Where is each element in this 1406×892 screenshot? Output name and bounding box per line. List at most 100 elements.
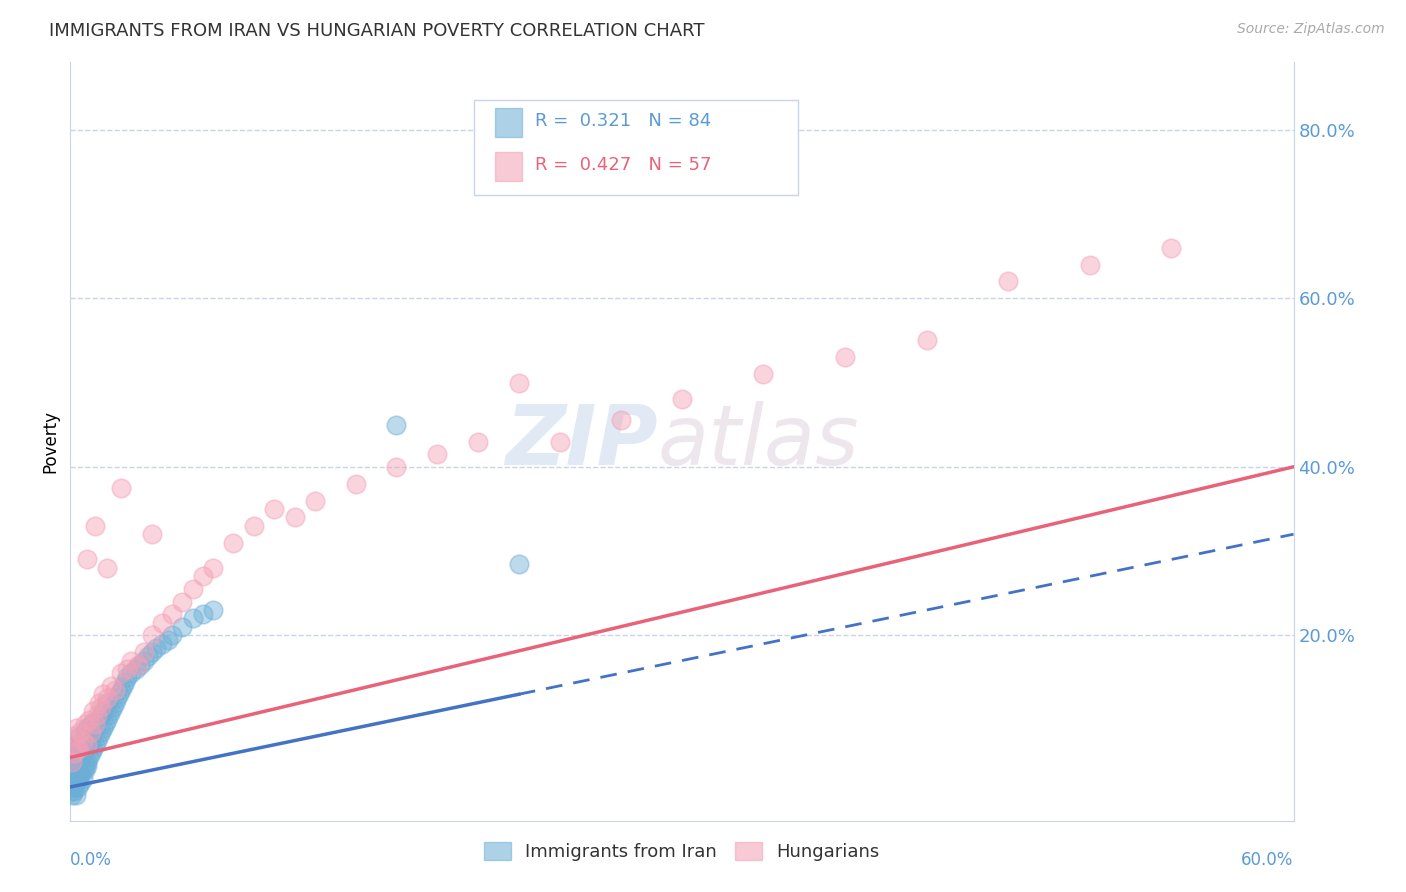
Point <box>63 776 86 790</box>
Point <box>124 662 146 676</box>
Point <box>76 755 98 769</box>
Point <box>76 738 98 752</box>
Point <box>60 789 83 803</box>
Point <box>65 789 87 803</box>
Point <box>121 666 143 681</box>
Point <box>100 679 122 693</box>
Point <box>72 746 94 760</box>
Point <box>79 725 103 739</box>
Point <box>202 561 225 575</box>
Point <box>467 434 489 449</box>
FancyBboxPatch shape <box>495 152 522 181</box>
Point <box>63 784 86 798</box>
Point <box>172 594 194 608</box>
Point <box>65 738 87 752</box>
Point <box>63 730 86 744</box>
Point <box>63 746 86 760</box>
Point <box>112 679 135 693</box>
Point <box>181 611 204 625</box>
Point <box>284 510 307 524</box>
Point <box>304 493 326 508</box>
Point <box>94 716 117 731</box>
Point <box>117 670 139 684</box>
Point <box>172 620 194 634</box>
Point <box>1160 241 1182 255</box>
Point <box>127 657 149 672</box>
Point <box>181 582 204 596</box>
Point <box>141 645 163 659</box>
Point <box>90 699 112 714</box>
Point <box>76 759 98 773</box>
Text: 60.0%: 60.0% <box>1241 851 1294 869</box>
Point <box>67 742 90 756</box>
Text: 0.0%: 0.0% <box>70 851 112 869</box>
Point <box>60 755 83 769</box>
Point <box>91 721 114 735</box>
Point <box>82 742 104 756</box>
Point <box>96 691 118 706</box>
Text: Source: ZipAtlas.com: Source: ZipAtlas.com <box>1237 22 1385 37</box>
Point <box>72 763 94 777</box>
Point <box>79 733 103 747</box>
Point <box>104 696 127 710</box>
Point <box>96 713 118 727</box>
Point <box>87 730 110 744</box>
Point <box>90 725 112 739</box>
Point <box>243 518 266 533</box>
Point <box>72 733 94 747</box>
Point <box>83 721 105 735</box>
Y-axis label: Poverty: Poverty <box>41 410 59 473</box>
Point <box>73 759 96 773</box>
Text: ZIP: ZIP <box>505 401 658 482</box>
Point <box>86 713 108 727</box>
Point <box>385 459 408 474</box>
Point <box>72 772 94 786</box>
Point <box>344 476 367 491</box>
Point <box>60 755 83 769</box>
Point <box>83 716 105 731</box>
Point <box>63 780 86 794</box>
Point <box>65 763 87 777</box>
Point <box>82 725 104 739</box>
Point <box>108 687 131 701</box>
Point <box>65 776 87 790</box>
Point <box>222 535 245 549</box>
Point <box>87 696 110 710</box>
Point <box>132 645 155 659</box>
Point <box>104 683 127 698</box>
Point <box>67 755 90 769</box>
Point <box>834 351 856 365</box>
Point <box>508 557 530 571</box>
Point <box>191 607 214 622</box>
Point <box>110 481 132 495</box>
Text: R =  0.321   N = 84: R = 0.321 N = 84 <box>536 112 711 130</box>
Point <box>72 733 94 747</box>
Point <box>65 721 87 735</box>
Point <box>69 767 91 781</box>
Point <box>69 725 91 739</box>
Point <box>508 376 530 390</box>
Point <box>91 704 114 718</box>
Point <box>915 334 938 348</box>
Point <box>63 767 86 781</box>
Point <box>67 772 90 786</box>
Point <box>79 716 103 731</box>
Point <box>73 716 96 731</box>
Point <box>162 628 183 642</box>
FancyBboxPatch shape <box>474 101 799 195</box>
Point <box>141 628 163 642</box>
Point <box>76 552 98 566</box>
Point <box>150 637 173 651</box>
Legend: Immigrants from Iran, Hungarians: Immigrants from Iran, Hungarians <box>477 835 887 869</box>
Point <box>60 772 83 786</box>
Point <box>82 704 104 718</box>
Point <box>105 691 128 706</box>
Point <box>77 730 100 744</box>
Point <box>162 607 183 622</box>
Point <box>60 780 83 794</box>
Point <box>150 615 173 630</box>
Point <box>191 569 214 583</box>
Point <box>101 699 124 714</box>
Point <box>202 603 225 617</box>
Point <box>83 518 105 533</box>
